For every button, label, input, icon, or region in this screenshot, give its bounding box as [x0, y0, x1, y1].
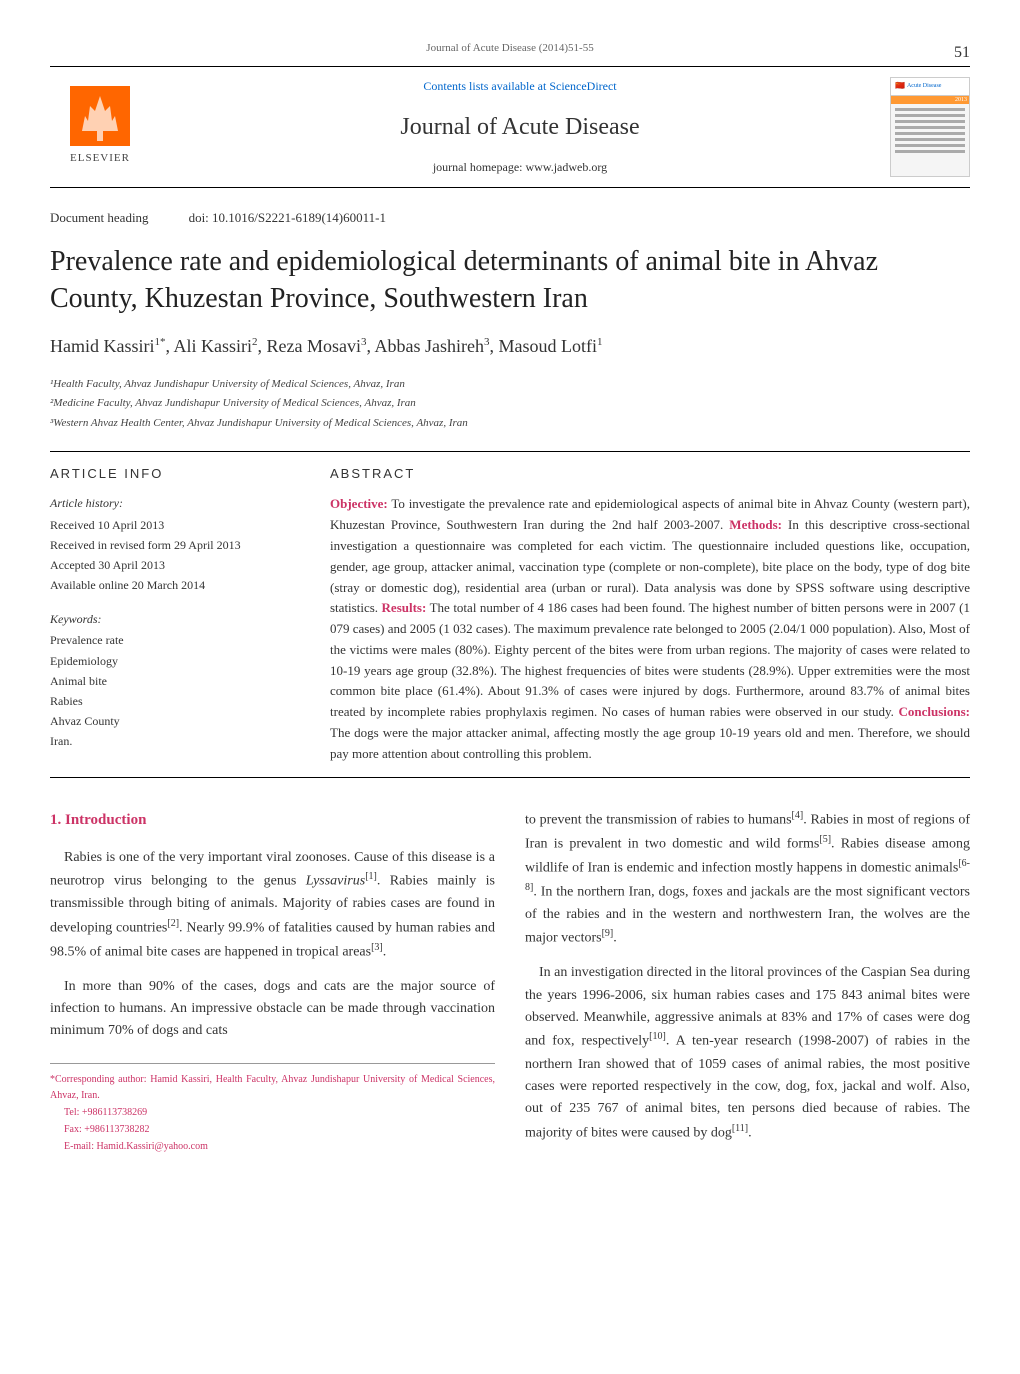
conclusions-label: Conclusions: — [898, 704, 970, 719]
right-column: to prevent the transmission of rabies to… — [525, 808, 970, 1157]
history-online: Available online 20 March 2014 — [50, 576, 300, 595]
keyword: Iran. — [50, 732, 300, 751]
keywords-label: Keywords: — [50, 610, 300, 629]
affiliation-1: ¹Health Faculty, Ahvaz Jundishapur Unive… — [50, 376, 970, 394]
authors-list: Hamid Kassiri1*, Ali Kassiri2, Reza Mosa… — [50, 332, 970, 361]
affiliation-2: ²Medicine Faculty, Ahvaz Jundishapur Uni… — [50, 395, 970, 413]
journal-homepage: journal homepage: www.jadweb.org — [150, 158, 890, 177]
doc-heading-label: Document heading — [50, 208, 149, 229]
history-revised: Received in revised form 29 April 2013 — [50, 536, 300, 555]
history-received: Received 10 April 2013 — [50, 516, 300, 535]
article-info-heading: ARTICLE INFO — [50, 464, 300, 485]
history-label: Article history: — [50, 494, 300, 513]
document-heading-row: Document heading doi: 10.1016/S2221-6189… — [50, 208, 970, 229]
cover-title: Acute Disease — [907, 82, 942, 92]
info-abstract-section: ARTICLE INFO Article history: Received 1… — [50, 451, 970, 778]
keyword: Animal bite — [50, 672, 300, 691]
affiliation-3: ³Western Ahvaz Health Center, Ahvaz Jund… — [50, 415, 970, 433]
left-column: 1. Introduction Rabies is one of the ver… — [50, 808, 495, 1157]
publisher-name: ELSEVIER — [70, 150, 130, 168]
methods-label: Methods: — [729, 517, 782, 532]
abstract: ABSTRACT Objective: To investigate the p… — [330, 464, 970, 765]
cover-year: 2013 — [955, 96, 967, 106]
footnote-email: E-mail: Hamid.Kassiri@yahoo.com — [50, 1139, 495, 1155]
elsevier-tree-icon — [70, 86, 130, 146]
corresponding-author: *Corresponding author: Hamid Kassiri, He… — [50, 1072, 495, 1104]
paragraph: In an investigation directed in the lito… — [525, 962, 970, 1144]
footnote-tel: Tel: +986113738269 — [50, 1105, 495, 1121]
article-info: ARTICLE INFO Article history: Received 1… — [50, 464, 330, 765]
paragraph: Rabies is one of the very important vira… — [50, 847, 495, 964]
doi: doi: 10.1016/S2221-6189(14)60011-1 — [189, 208, 386, 229]
flag-icon: 🇨🇳 — [895, 80, 905, 93]
keywords-items: Prevalence rate Epidemiology Animal bite… — [50, 631, 300, 751]
keyword: Ahvaz County — [50, 712, 300, 731]
affiliations: ¹Health Faculty, Ahvaz Jundishapur Unive… — [50, 376, 970, 433]
body-columns: 1. Introduction Rabies is one of the ver… — [50, 808, 970, 1157]
paragraph: to prevent the transmission of rabies to… — [525, 808, 970, 951]
footnote-section: *Corresponding author: Hamid Kassiri, He… — [50, 1063, 495, 1155]
keyword: Epidemiology — [50, 652, 300, 671]
page-number: 51 — [954, 40, 970, 66]
history-items: Received 10 April 2013 Received in revis… — [50, 516, 300, 596]
journal-name: Journal of Acute Disease — [150, 108, 890, 146]
footnote-fax: Fax: +986113738282 — [50, 1122, 495, 1138]
header-center: Contents lists available at ScienceDirec… — [150, 77, 890, 178]
results-label: Results: — [382, 600, 427, 615]
results-text: The total number of 4 186 cases had been… — [330, 600, 970, 719]
contents-link[interactable]: Contents lists available at ScienceDirec… — [150, 77, 890, 96]
journal-cover-thumbnail: 🇨🇳 Acute Disease 2013 — [890, 77, 970, 177]
introduction-title: 1. Introduction — [50, 808, 495, 832]
paragraph: In more than 90% of the cases, dogs and … — [50, 976, 495, 1043]
history-accepted: Accepted 30 April 2013 — [50, 556, 300, 575]
publisher-logo: ELSEVIER — [50, 77, 150, 177]
article-title: Prevalence rate and epidemiological dete… — [50, 244, 970, 317]
objective-label: Objective: — [330, 496, 388, 511]
journal-header: ELSEVIER Contents lists available at Sci… — [50, 66, 970, 189]
keyword: Rabies — [50, 692, 300, 711]
abstract-heading: ABSTRACT — [330, 464, 970, 485]
keyword: Prevalence rate — [50, 631, 300, 650]
conclusions-text: The dogs were the major attacker animal,… — [330, 725, 970, 761]
journal-reference: Journal of Acute Disease (2014)51-55 — [50, 40, 970, 58]
